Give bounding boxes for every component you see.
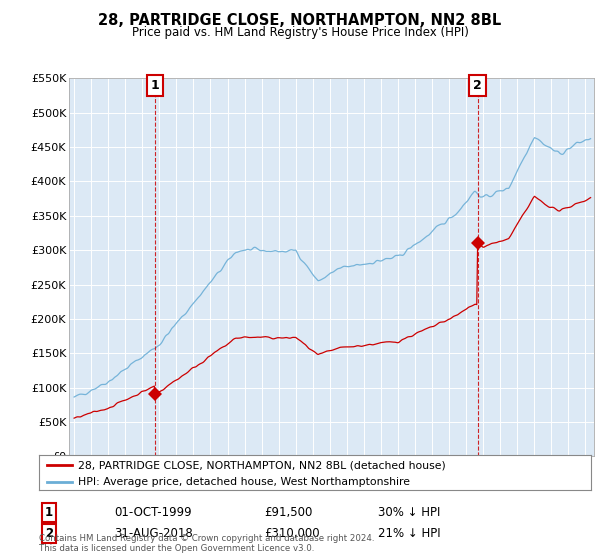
Text: 30% ↓ HPI: 30% ↓ HPI — [378, 506, 440, 519]
Text: Contains HM Land Registry data © Crown copyright and database right 2024.
This d: Contains HM Land Registry data © Crown c… — [39, 534, 374, 553]
Text: 01-OCT-1999: 01-OCT-1999 — [114, 506, 191, 519]
Text: 2: 2 — [473, 79, 482, 92]
Text: £91,500: £91,500 — [264, 506, 313, 519]
Text: 31-AUG-2018: 31-AUG-2018 — [114, 526, 193, 540]
Text: 1: 1 — [151, 79, 160, 92]
Text: 1: 1 — [45, 506, 53, 519]
Text: Price paid vs. HM Land Registry's House Price Index (HPI): Price paid vs. HM Land Registry's House … — [131, 26, 469, 39]
Text: 28, PARTRIDGE CLOSE, NORTHAMPTON, NN2 8BL: 28, PARTRIDGE CLOSE, NORTHAMPTON, NN2 8B… — [98, 13, 502, 29]
Text: HPI: Average price, detached house, West Northamptonshire: HPI: Average price, detached house, West… — [77, 477, 410, 487]
Text: 28, PARTRIDGE CLOSE, NORTHAMPTON, NN2 8BL (detached house): 28, PARTRIDGE CLOSE, NORTHAMPTON, NN2 8B… — [77, 460, 445, 470]
Text: 21% ↓ HPI: 21% ↓ HPI — [378, 526, 440, 540]
Text: £310,000: £310,000 — [264, 526, 320, 540]
Text: 2: 2 — [45, 526, 53, 540]
